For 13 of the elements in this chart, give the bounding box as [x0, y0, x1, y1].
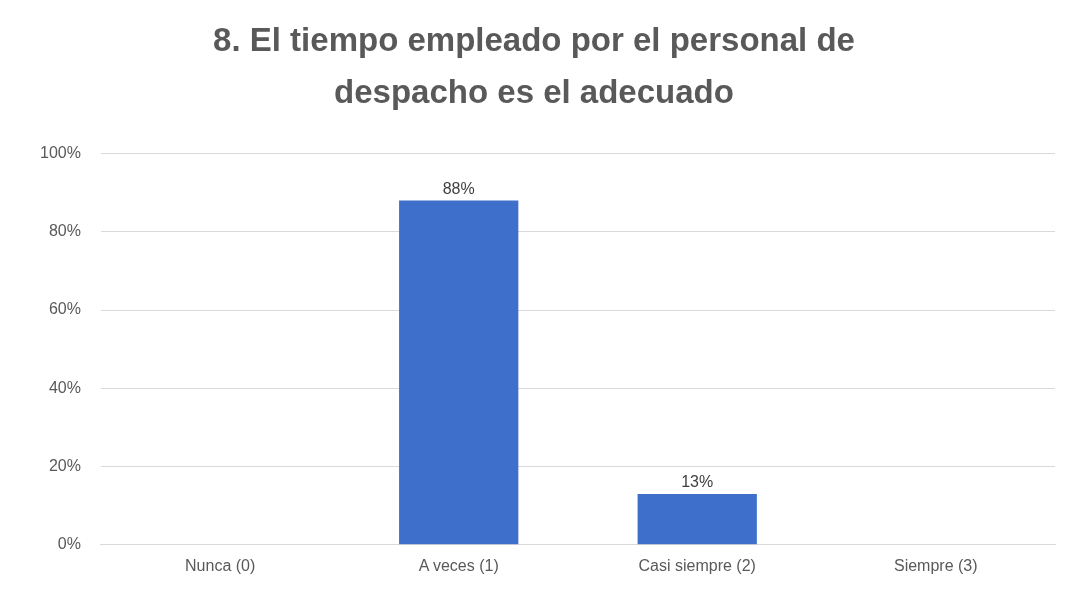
- y-tick-label: 0%: [57, 535, 81, 553]
- x-tick-label: Nunca (0): [185, 556, 256, 574]
- y-tick-label: 20%: [48, 456, 81, 474]
- data-label: 88%: [442, 179, 475, 197]
- chart-title: 8. El tiempo empleado por el personal de despacho es el adecuado: [212, 20, 856, 112]
- x-tick-label: A veces (1): [418, 556, 499, 574]
- x-tick-label: Siempre (3): [893, 556, 978, 574]
- y-tick-label: 100%: [40, 144, 81, 162]
- y-tick-label: 80%: [48, 222, 81, 240]
- x-tick-label: Casi siempre (2): [638, 556, 756, 574]
- y-tick-label: 40%: [48, 378, 81, 396]
- y-tick-label: 60%: [48, 300, 81, 318]
- data-label: 13%: [681, 473, 714, 491]
